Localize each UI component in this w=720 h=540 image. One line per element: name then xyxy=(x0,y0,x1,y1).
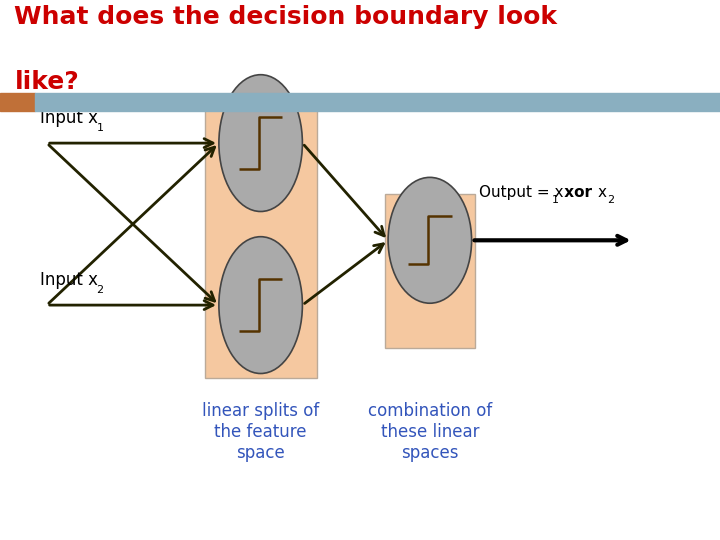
Ellipse shape xyxy=(388,177,472,303)
Text: 2: 2 xyxy=(96,285,104,295)
Text: x: x xyxy=(598,185,606,200)
Bar xyxy=(0,93,35,111)
Ellipse shape xyxy=(219,75,302,212)
Text: 1: 1 xyxy=(552,195,559,205)
Ellipse shape xyxy=(219,237,302,374)
Bar xyxy=(385,194,475,348)
Text: combination of
these linear
spaces: combination of these linear spaces xyxy=(368,402,492,462)
Text: 1: 1 xyxy=(96,123,104,133)
Bar xyxy=(35,93,720,111)
Text: xor: xor xyxy=(559,185,598,200)
Text: What does the decision boundary look: What does the decision boundary look xyxy=(14,5,557,29)
Text: 2: 2 xyxy=(607,195,614,205)
Text: Output = x: Output = x xyxy=(479,185,563,200)
Text: linear splits of
the feature
space: linear splits of the feature space xyxy=(202,402,319,462)
Text: Input x: Input x xyxy=(40,109,98,127)
Bar xyxy=(205,108,317,378)
Text: like?: like? xyxy=(14,70,79,94)
Text: Input x: Input x xyxy=(40,271,98,289)
